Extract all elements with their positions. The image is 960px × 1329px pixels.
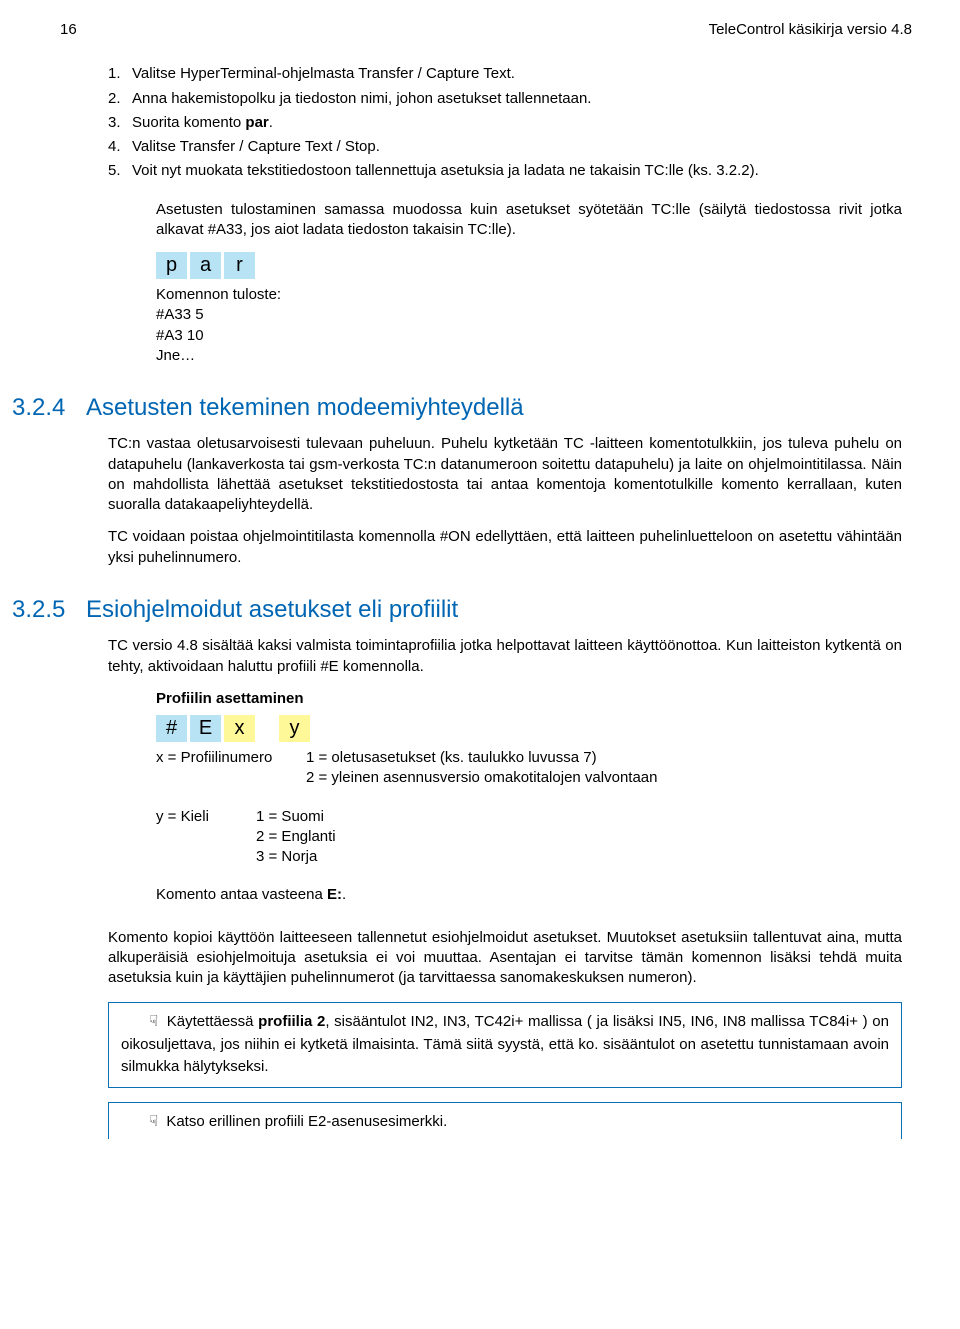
x-val: 2 = yleinen asennusversio omakotitalojen… (306, 768, 892, 788)
step-num: 2. (108, 89, 132, 109)
asetusten-para: Asetusten tulostaminen samassa muodossa … (156, 200, 902, 241)
step-text: Voit nyt muokata tekstitiedostoon tallen… (132, 162, 759, 179)
sec-325-p2: Komento kopioi käyttöön laitteeseen tall… (108, 928, 902, 989)
note1-a: Käytettäessä (167, 1013, 258, 1030)
key-row-par: p a r (156, 252, 902, 279)
section-num: 3.2.5 (12, 594, 68, 626)
step-text: . (269, 114, 273, 131)
out-line: #A3 10 (156, 326, 902, 346)
resp-a: Komento antaa vasteena (156, 886, 327, 903)
y-val: 3 = Norja (256, 847, 892, 867)
profile-label: Profiilin asettaminen (156, 689, 892, 709)
section-title: Esiohjelmoidut asetukset eli profiilit (86, 594, 458, 626)
note-box-2: ☟ Katso erillinen profiili E2-asenusesim… (108, 1102, 902, 1140)
sec-324-p2: TC voidaan poistaa ohjelmointitilasta ko… (108, 527, 902, 568)
section-325-heading: 3.2.5 Esiohjelmoidut asetukset eli profi… (12, 594, 912, 626)
section-324-heading: 3.2.4 Asetusten tekeminen modeemiyhteyde… (12, 392, 912, 424)
y-val: 1 = Suomi (256, 807, 892, 827)
y-label: y = Kieli (156, 807, 256, 868)
out-line: #A33 5 (156, 305, 902, 325)
step-text: Anna hakemistopolku ja tiedoston nimi, j… (132, 90, 591, 107)
ordered-steps: 1.Valitse HyperTerminal-ohjelmasta Trans… (108, 64, 912, 181)
note1-bold: profiilia 2 (258, 1013, 325, 1030)
key-x: x (224, 715, 255, 742)
key-row-ex: # E x y (156, 715, 892, 742)
komennon-label: Komennon tuloste: (156, 285, 902, 305)
note2-text: Katso erillinen profiili E2-asenusesimer… (166, 1113, 447, 1130)
y-val: 2 = Englanti (256, 827, 892, 847)
doc-title: TeleControl käsikirja versio 4.8 (709, 20, 912, 40)
step-num: 3. (108, 113, 132, 133)
key-y: y (279, 715, 310, 742)
key-a: a (190, 252, 221, 279)
step-num: 1. (108, 64, 132, 84)
hand-icon: ☟ (149, 1013, 158, 1030)
key-hash: # (156, 715, 187, 742)
note-box-1: ☟ Käytettäessä profiilia 2, sisääntulot … (108, 1002, 902, 1088)
step-num: 5. (108, 161, 132, 181)
out-line: Jne… (156, 346, 902, 366)
step-text: Suorita komento (132, 114, 245, 131)
page-number: 16 (60, 20, 77, 40)
sec-325-p1: TC versio 4.8 sisältää kaksi valmista to… (108, 636, 902, 677)
step-num: 4. (108, 137, 132, 157)
hand-icon: ☟ (149, 1113, 158, 1130)
key-e: E (190, 715, 221, 742)
section-title: Asetusten tekeminen modeemiyhteydellä (86, 392, 524, 424)
step-text: Valitse Transfer / Capture Text / Stop. (132, 138, 380, 155)
step-text: Valitse HyperTerminal-ohjelmasta Transfe… (132, 65, 515, 82)
key-r: r (224, 252, 255, 279)
sec-324-p1: TC:n vastaa oletusarvoisesti tulevaan pu… (108, 434, 902, 515)
resp-b: E: (327, 886, 342, 903)
key-p: p (156, 252, 187, 279)
x-label: x = Profiilinumero (156, 748, 306, 789)
section-num: 3.2.4 (12, 392, 68, 424)
step-bold: par (245, 114, 268, 131)
x-val: 1 = oletusasetukset (ks. taulukko luvuss… (306, 748, 892, 768)
resp-c: . (342, 886, 346, 903)
